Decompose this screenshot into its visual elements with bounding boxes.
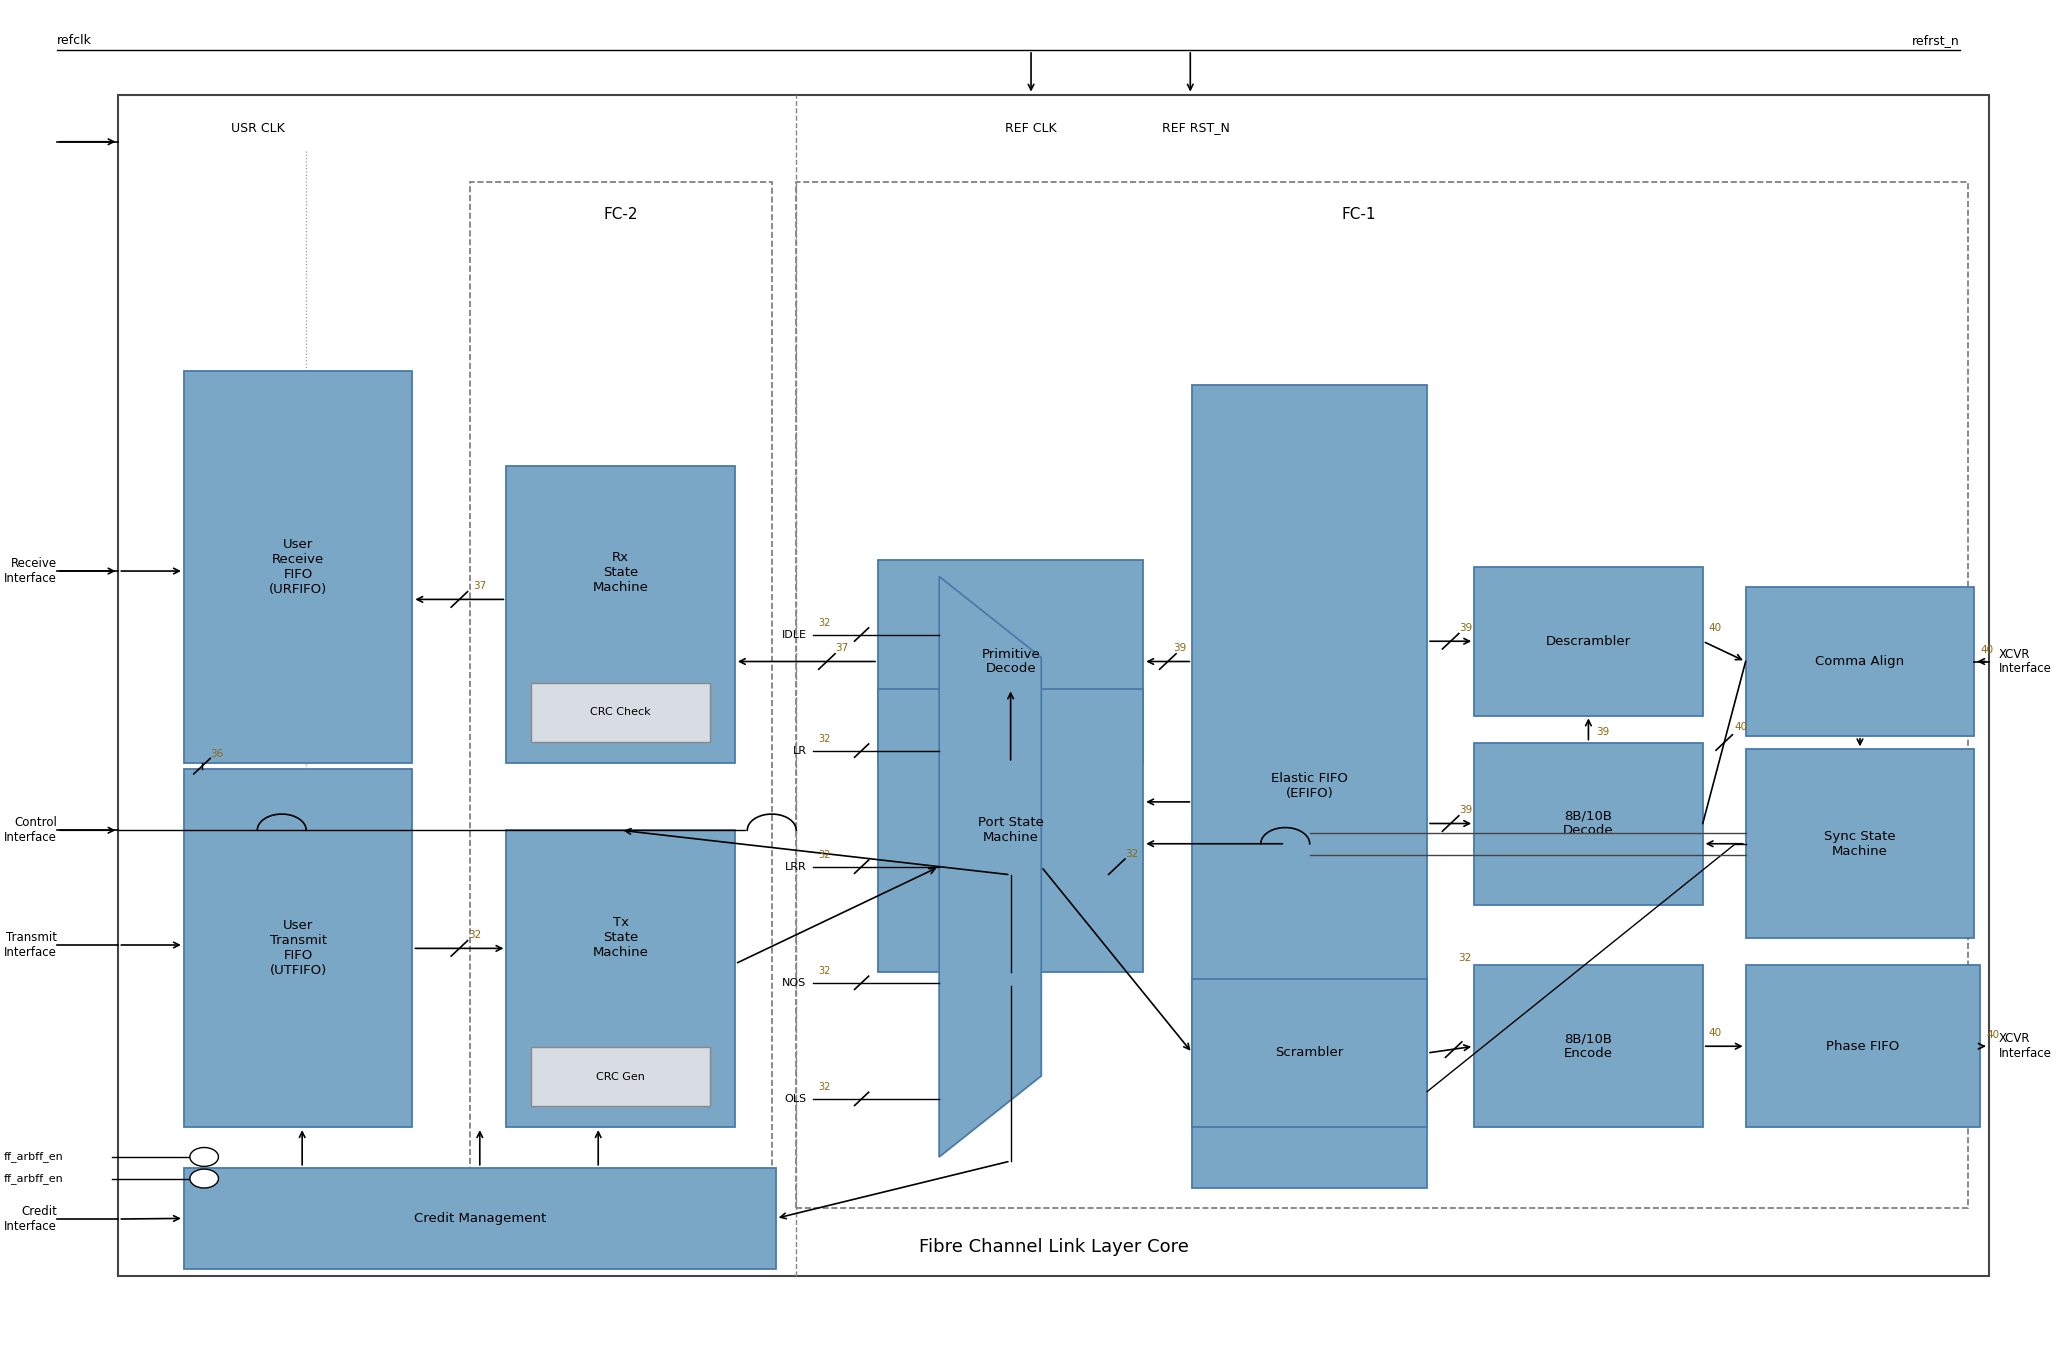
- FancyBboxPatch shape: [1474, 965, 1702, 1127]
- Text: Scrambler: Scrambler: [1276, 1046, 1344, 1060]
- Text: Elastic FIFO
(EFIFO): Elastic FIFO (EFIFO): [1272, 772, 1348, 801]
- Text: NOS: NOS: [783, 977, 806, 988]
- Text: 40: 40: [1981, 645, 1993, 655]
- Text: FC-2: FC-2: [604, 207, 639, 221]
- Text: Comma Align: Comma Align: [1816, 655, 1904, 668]
- FancyBboxPatch shape: [117, 95, 1989, 1276]
- Text: 8B/10B
Decode: 8B/10B Decode: [1562, 810, 1614, 837]
- FancyBboxPatch shape: [1193, 385, 1426, 1188]
- Text: 32: 32: [818, 967, 831, 976]
- Text: LR: LR: [793, 745, 806, 756]
- Text: 36: 36: [210, 749, 223, 759]
- Text: 32: 32: [818, 850, 831, 860]
- FancyBboxPatch shape: [1474, 567, 1702, 716]
- FancyBboxPatch shape: [532, 1048, 709, 1107]
- Text: 32: 32: [468, 930, 482, 941]
- Text: FC-1: FC-1: [1342, 207, 1377, 221]
- Text: IDLE: IDLE: [781, 629, 806, 640]
- Text: Credit Management: Credit Management: [414, 1212, 546, 1224]
- Text: 40: 40: [1735, 722, 1748, 732]
- Text: REF RST_N: REF RST_N: [1162, 122, 1230, 135]
- Text: Tx
State
Machine: Tx State Machine: [594, 915, 649, 958]
- FancyBboxPatch shape: [1746, 587, 1974, 736]
- Text: LRR: LRR: [785, 861, 806, 872]
- Text: Fibre Channel Link Layer Core: Fibre Channel Link Layer Core: [919, 1238, 1189, 1256]
- Text: Transmit
Interface: Transmit Interface: [4, 931, 58, 958]
- FancyBboxPatch shape: [183, 769, 412, 1127]
- Text: 39: 39: [1459, 806, 1472, 815]
- Text: Sync State
Machine: Sync State Machine: [1824, 830, 1896, 857]
- Text: 40: 40: [1709, 624, 1723, 633]
- Polygon shape: [940, 576, 1041, 1157]
- Text: 37: 37: [472, 582, 486, 591]
- Text: Receive
Interface: Receive Interface: [4, 558, 58, 585]
- Text: XCVR
Interface: XCVR Interface: [1999, 648, 2051, 675]
- Circle shape: [190, 1169, 218, 1188]
- Text: REF CLK: REF CLK: [1004, 122, 1055, 135]
- Text: 32: 32: [818, 1083, 831, 1092]
- Text: 8B/10B
Encode: 8B/10B Encode: [1564, 1033, 1614, 1060]
- FancyBboxPatch shape: [183, 371, 412, 763]
- Text: 32: 32: [818, 734, 831, 744]
- Text: refrst_n: refrst_n: [1913, 34, 1960, 47]
- Text: 40: 40: [1709, 1029, 1723, 1038]
- Text: 39: 39: [1597, 728, 1610, 737]
- Circle shape: [190, 1148, 218, 1166]
- FancyBboxPatch shape: [532, 683, 709, 743]
- Text: 32: 32: [1457, 953, 1472, 963]
- FancyBboxPatch shape: [183, 1168, 775, 1269]
- Text: 37: 37: [835, 644, 849, 653]
- Text: 39: 39: [1459, 624, 1472, 633]
- Text: Descrambler: Descrambler: [1546, 634, 1630, 648]
- FancyBboxPatch shape: [878, 688, 1144, 972]
- Text: Phase FIFO: Phase FIFO: [1826, 1040, 1900, 1053]
- FancyBboxPatch shape: [1474, 743, 1702, 905]
- Text: USR CLK: USR CLK: [231, 122, 284, 135]
- Text: Rx
State
Machine: Rx State Machine: [594, 551, 649, 594]
- Text: User
Receive
FIFO
(URFIFO): User Receive FIFO (URFIFO): [268, 539, 328, 595]
- Text: 32: 32: [1125, 849, 1138, 859]
- Text: ff_arbff_en: ff_arbff_en: [4, 1152, 64, 1162]
- Text: Primitive
Decode: Primitive Decode: [981, 648, 1041, 675]
- FancyBboxPatch shape: [1746, 965, 1981, 1127]
- Text: CRC Gen: CRC Gen: [596, 1072, 645, 1081]
- Text: 39: 39: [1173, 644, 1187, 653]
- Text: Credit
Interface: Credit Interface: [4, 1206, 58, 1233]
- Text: ff_arbff_en: ff_arbff_en: [4, 1173, 64, 1184]
- FancyBboxPatch shape: [878, 560, 1144, 763]
- FancyBboxPatch shape: [1193, 979, 1426, 1127]
- Text: refclk: refclk: [58, 34, 93, 47]
- FancyBboxPatch shape: [1746, 749, 1974, 938]
- Text: Control
Interface: Control Interface: [4, 817, 58, 844]
- Text: 32: 32: [818, 618, 831, 628]
- Text: 40: 40: [1987, 1030, 1999, 1040]
- Text: CRC Check: CRC Check: [589, 707, 651, 717]
- Text: User
Transmit
FIFO
(UTFIFO): User Transmit FIFO (UTFIFO): [270, 919, 328, 977]
- FancyBboxPatch shape: [507, 830, 736, 1127]
- Text: XCVR
Interface: XCVR Interface: [1999, 1033, 2051, 1060]
- FancyBboxPatch shape: [507, 466, 736, 763]
- Text: Port State
Machine: Port State Machine: [977, 817, 1043, 844]
- Text: OLS: OLS: [785, 1094, 806, 1104]
